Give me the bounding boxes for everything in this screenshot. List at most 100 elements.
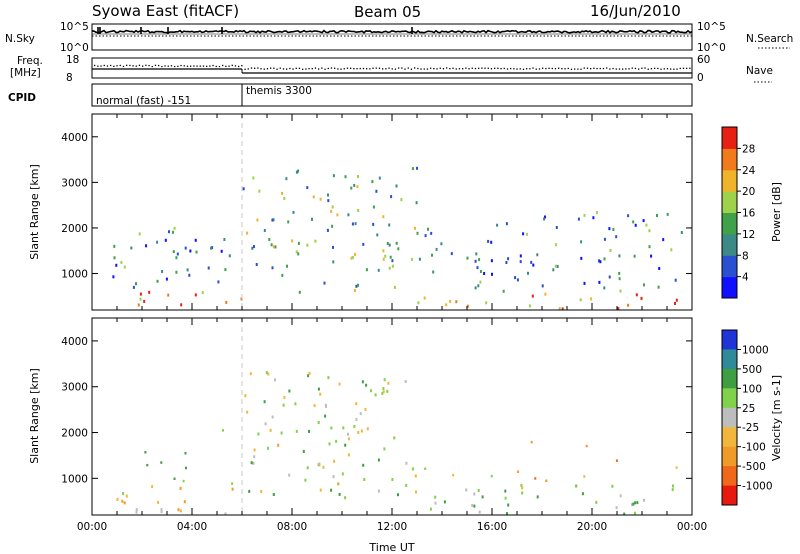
scatter-cell [168,230,170,234]
scatter-cell [337,482,340,486]
scatter-cell [250,461,253,465]
scatter-cell [395,184,398,188]
scatter-cell [531,294,534,298]
scatter-cell [350,256,353,260]
scatter-cell [363,478,366,481]
scatter-cell [160,510,163,513]
y-tick-label: 3000 [61,382,88,394]
colorbar-tick-label: 100 [742,383,762,395]
scatter-cell [415,201,418,205]
scatter-cell [346,432,349,436]
scatter-cell [302,449,305,453]
power-axes: 1000 2000 3000 4000 [61,114,693,310]
scatter-cell [139,292,142,296]
scatter-cell [146,463,149,467]
scatter-cell [113,256,116,260]
scatter-cell [295,250,298,254]
scatter-cell [443,500,446,504]
power-scatter-cells [112,166,683,311]
scatter-cell [650,254,653,258]
scatter-cell [332,260,335,264]
scatter-cell [405,483,408,487]
scatter-cell [113,244,116,248]
scatter-cell [194,238,197,242]
scatter-cell [634,501,637,505]
scatter-cell [375,189,378,193]
scatter-cell [354,222,357,226]
colorbar-swatch [722,233,737,256]
scatter-cell [477,284,480,288]
scatter-cell [377,489,380,493]
scatter-cell [355,284,358,288]
x-tick-label: 04:00 [177,521,207,533]
scatter-cell [336,213,339,217]
scatter-cell [220,249,223,253]
scatter-cell [269,428,272,432]
scatter-cell [382,390,385,394]
scatter-cell [544,292,547,296]
scatter-cell [353,425,356,428]
scatter-cell [135,508,138,512]
scatter-cell [662,238,665,242]
scatter-cell [477,489,480,492]
scatter-cell [267,372,270,376]
scatter-cell [270,243,273,247]
velocity-axes: 1000 2000 3000 4000 00:00 04:00 08:00 12:00 16:0… [61,318,707,533]
scatter-cell [257,432,260,436]
scatter-cell [138,232,141,236]
scatter-cell [156,240,159,244]
scatter-cell [317,387,320,391]
scatter-cell [338,492,341,496]
scatter-cell [272,218,275,222]
scatter-cell [173,226,176,230]
colorbar-tick-label: 24 [742,165,756,177]
freq-panel: 18 8 Freq. [MHz] 60 0 Nave [10,54,773,84]
scatter-cell [519,254,522,258]
scatter-cell [555,226,558,229]
scatter-cell [471,504,474,507]
scatter-cell [165,277,168,281]
scatter-cell [135,510,138,514]
scatter-cell [263,400,266,404]
scatter-cell [312,195,315,199]
scatter-cell [627,214,630,218]
scatter-cell [376,233,379,237]
scatter-cell [619,289,622,293]
scatter-cell [350,186,353,190]
scatter-cell [242,187,245,191]
scatter-cell [294,402,297,406]
scatter-cell [474,259,477,263]
scatter-cell [517,470,520,473]
scatter-cell [387,381,390,385]
scatter-cell [322,465,325,469]
scatter-cell [382,249,385,253]
scatter-cell [115,263,118,267]
nave-trace [94,64,691,70]
scatter-cell [291,239,294,243]
colorbar-swatch [722,212,737,235]
scatter-cell [618,277,621,281]
colorbar-swatch [722,407,737,428]
scatter-cell [445,303,448,307]
scatter-cell [225,300,228,304]
scatter-cell [344,443,347,447]
scatter-cell [288,473,291,477]
scatter-cell [280,431,283,435]
scatter-cell [680,231,683,234]
scatter-cell [256,218,259,222]
scatter-cell [666,212,669,216]
scatter-cell [634,223,637,227]
scatter-cell [658,267,661,270]
scatter-cell [378,176,381,180]
scatter-cell [231,482,234,485]
scatter-cell [354,252,357,256]
scatter-cell [432,270,435,274]
scatter-cell [357,431,360,434]
scatter-cell [177,508,180,512]
scatter-cell [332,475,335,479]
scatter-cell [674,278,677,282]
colorbar-swatch [722,255,737,278]
scatter-cell [383,447,386,451]
scatter-cell [252,176,255,180]
scatter-cell [355,417,358,421]
